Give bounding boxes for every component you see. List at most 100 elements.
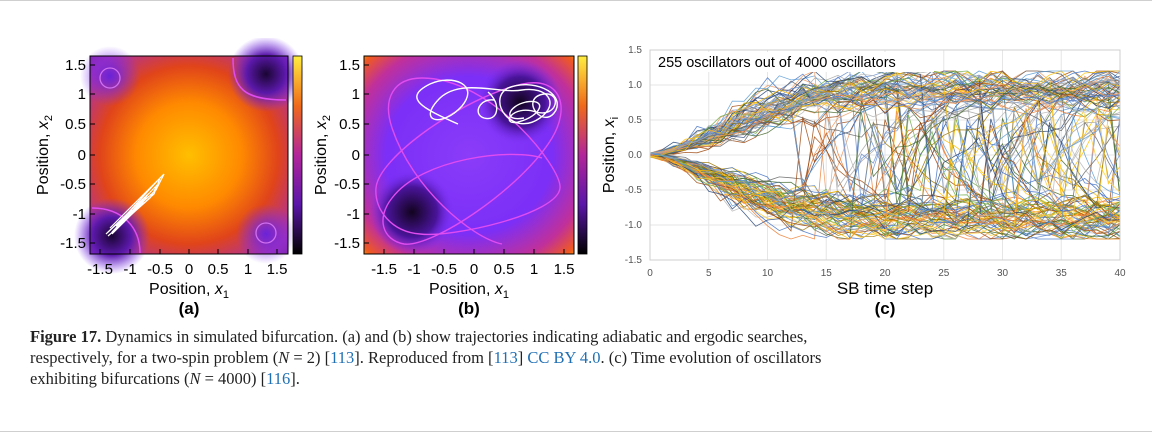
contour-a-bl (91, 207, 141, 254)
oscillator-line (649, 70, 1121, 155)
xtick-c: 10 (762, 268, 774, 279)
ytick-a: 1.5 (65, 57, 86, 74)
ylabel-a: Position, x2 (35, 115, 55, 195)
xtick-c: 35 (1056, 268, 1068, 279)
well-a-top-left (80, 46, 140, 106)
xtick-a: 1 (244, 261, 252, 278)
annotation-box (654, 52, 934, 72)
ytick-b: 0.5 (339, 116, 360, 133)
contour-a-tl (99, 67, 121, 89)
xlabel-a: Position, x1 (149, 281, 229, 301)
oscillator-line (649, 87, 1121, 193)
ref-link[interactable]: 113 (330, 348, 355, 367)
oscillator-line (649, 123, 1121, 240)
ref-link[interactable]: 116 (266, 369, 291, 388)
oscillator-lines (649, 70, 1121, 240)
oscillator-line (649, 155, 1121, 231)
colorbar-a (292, 55, 303, 255)
oscillator-line (649, 84, 1121, 195)
xtick-a: 0.5 (208, 261, 229, 278)
caption-line-2: respectively, for a two-spin problem (N … (30, 348, 822, 367)
ref-link[interactable]: 113 (493, 348, 518, 367)
ytick-b: -1 (347, 206, 360, 223)
oscillator-line (649, 86, 1121, 200)
trajectory-a (105, 173, 165, 237)
xlabel-b: Position, x1 (429, 281, 509, 301)
figure-label: Figure 17. (30, 327, 102, 346)
oscillator-line (649, 110, 1121, 231)
xtick-c: 5 (706, 268, 712, 279)
oscillator-line (649, 153, 1121, 240)
ytick-c: -1.0 (625, 220, 643, 231)
oscillator-line (649, 91, 1121, 154)
ytick-b: -1.5 (334, 235, 360, 252)
ylabel-c: Position, xi (601, 117, 621, 193)
panel-label-c: (c) (875, 299, 896, 318)
panel-c: 255 oscillators out of 4000 oscillators … (601, 45, 1126, 318)
xtick-a: -1 (123, 261, 136, 278)
contour-a-br (255, 222, 277, 244)
xtick-c: 40 (1114, 268, 1126, 279)
oscillator-line (649, 93, 1121, 158)
oscillator-line (649, 115, 1121, 226)
oscillator-line (649, 115, 1121, 236)
xtick-c: 30 (997, 268, 1009, 279)
ytick-b: 0 (352, 147, 360, 164)
ytick-a: -1 (73, 206, 86, 223)
caption-line-1: Figure 17. Dynamics in simulated bifurca… (30, 327, 808, 346)
xtick-b: 1 (530, 261, 538, 278)
ytick-c: 1.0 (628, 80, 642, 91)
ytick-a: -1.5 (60, 235, 86, 252)
figure-caption: Figure 17. Dynamics in simulated bifurca… (30, 326, 1120, 389)
oscillator-line (649, 91, 1121, 192)
caption-line-3: exhibiting bifurcations (N = 4000) [116]… (30, 369, 300, 388)
xtick-b: 0.5 (494, 261, 515, 278)
panel-label-a: (a) (179, 299, 200, 318)
xtick-c: 25 (938, 268, 950, 279)
xtick-b: 0 (470, 261, 478, 278)
license-link[interactable]: CC BY 4.0 (527, 348, 601, 367)
ylabel-b: Position, x2 (313, 115, 333, 195)
panel-label-b: (b) (458, 299, 480, 318)
xtick-a: -1.5 (87, 261, 113, 278)
ytick-c: -1.5 (625, 255, 643, 266)
xtick-b: -1.5 (371, 261, 397, 278)
panel-a: -1.5 -1 -0.5 0 0.5 1 1.5 1.5 1 0.5 0 -0.… (35, 38, 304, 318)
oscillator-line (649, 106, 1121, 240)
oscillator-line (649, 154, 1121, 240)
ytick-c: 1.5 (628, 45, 642, 56)
ytick-c: 0.0 (628, 150, 642, 161)
ytick-c: -0.5 (625, 185, 643, 196)
oscillator-line (649, 114, 1121, 240)
oscillator-line (649, 82, 1121, 180)
xtick-c: 20 (879, 268, 891, 279)
oscillator-line (649, 152, 1121, 210)
well-b-bottom-left (370, 170, 454, 254)
oscillator-line (649, 113, 1121, 235)
oscillator-line (649, 116, 1121, 235)
xtick-c: 0 (647, 268, 653, 279)
contour-a-tr (232, 57, 287, 101)
xtick-b: -0.5 (431, 261, 457, 278)
xlabel-c: SB time step (837, 279, 933, 298)
annotation-c: 255 oscillators out of 4000 oscillators (658, 55, 896, 71)
well-a-bottom-right (236, 204, 296, 264)
trajectory-b (416, 79, 558, 125)
panel-b: -1.5 -1 -0.5 0 0.5 1 1.5 1.5 1 0.5 0 -0.… (313, 55, 588, 318)
ytick-a: 0 (78, 147, 86, 164)
oscillator-line (649, 156, 1121, 220)
well-a-bottom-left (74, 198, 150, 274)
ytick-b: 1 (352, 86, 360, 103)
ytick-a: 1 (78, 86, 86, 103)
ytick-a: 0.5 (65, 116, 86, 133)
xtick-c: 15 (821, 268, 833, 279)
xtick-a: -0.5 (147, 261, 173, 278)
oscillator-line (649, 153, 1121, 214)
ytick-b: 1.5 (339, 57, 360, 74)
xtick-a: 0 (185, 261, 193, 278)
oscillator-line (649, 94, 1121, 156)
oscillator-line (649, 72, 1121, 193)
well-b-top-right (478, 60, 562, 144)
ytick-c: 0.5 (628, 115, 642, 126)
colorbar-b (577, 55, 588, 255)
